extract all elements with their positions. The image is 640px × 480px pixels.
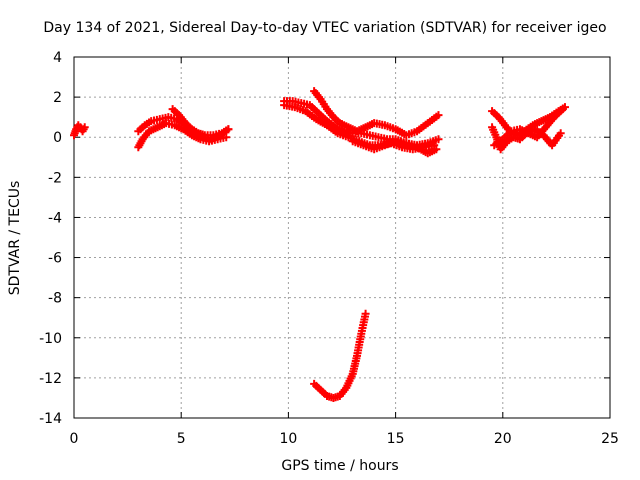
series-arc-12	[490, 105, 567, 150]
data-point	[222, 133, 231, 142]
data-point	[432, 145, 441, 154]
x-tick-label: 25	[601, 431, 619, 447]
y-tick-label: -8	[48, 291, 62, 307]
series-arc-7	[310, 87, 443, 140]
series-arc-9	[310, 309, 370, 402]
data-point	[434, 111, 443, 120]
data-points	[70, 87, 569, 402]
plot-frame	[73, 56, 611, 419]
x-axis-label: GPS time / hours	[281, 458, 398, 474]
y-axis-label: SDTVAR / TECUs	[7, 181, 23, 296]
y-tick-label: -14	[39, 411, 62, 427]
series-arc-1	[70, 121, 89, 140]
data-point	[434, 135, 443, 144]
data-point	[361, 309, 370, 318]
axis-ticks: 0 5 10 15 20 25 -14 -12 -10 -8 -6 -4 -2 0 2 4	[39, 50, 619, 447]
x-tick-label: 5	[177, 431, 186, 447]
series-arc-3	[134, 119, 231, 152]
data-point	[80, 123, 89, 132]
y-tick-label: -12	[39, 371, 62, 387]
x-tick-label: 0	[70, 431, 79, 447]
series-arc-8	[348, 137, 441, 158]
x-tick-label: 10	[279, 431, 297, 447]
y-tick-label: -2	[48, 170, 62, 186]
x-tick-label: 20	[494, 431, 512, 447]
y-tick-label: -4	[48, 210, 62, 226]
data-point	[224, 125, 233, 134]
y-tick-label: -6	[48, 251, 62, 267]
y-tick-label: 2	[53, 90, 62, 106]
y-tick-label: -10	[39, 331, 62, 347]
y-tick-label: 0	[53, 130, 62, 146]
y-tick-label: 4	[53, 50, 62, 66]
grid-lines	[74, 57, 610, 418]
x-tick-label: 15	[387, 431, 405, 447]
data-point	[556, 129, 565, 138]
series-arc-4	[168, 105, 233, 140]
chart-title: Day 134 of 2021, Sidereal Day-to-day VTE…	[43, 20, 606, 36]
data-point	[558, 105, 567, 114]
